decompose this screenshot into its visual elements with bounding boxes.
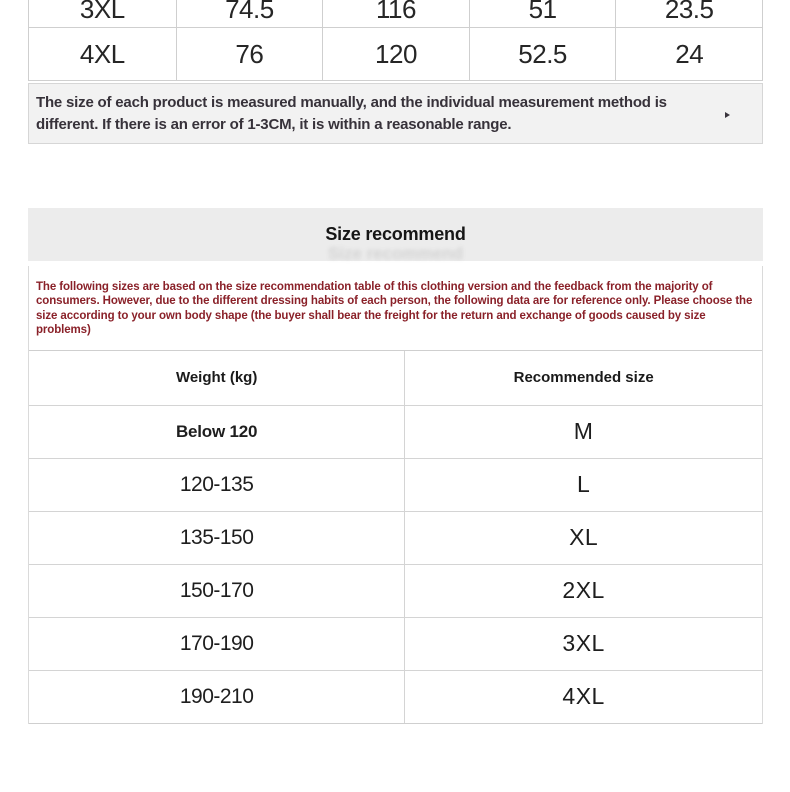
size-cell: 3XL xyxy=(404,617,762,670)
size-chart-table: 3XL 74.5 116 51 23.5 4XL 76 120 52.5 24 xyxy=(28,0,763,81)
weight-cell: 120-135 xyxy=(179,472,254,496)
size-recommend-disclaimer: The following sizes are based on the siz… xyxy=(36,281,753,337)
measurement-notice-text: The size of each product is measured man… xyxy=(36,93,667,133)
table-row: 150-170 2XL xyxy=(29,563,762,617)
table-row: Below 120 M xyxy=(29,404,762,458)
table-row: 190-210 4XL xyxy=(29,669,762,723)
size-chart-cell: 3XL xyxy=(79,0,125,24)
size-cell: L xyxy=(404,458,762,511)
size-recommend-title-shadow: Size recommend xyxy=(327,244,464,263)
measurement-notice: The size of each product is measured man… xyxy=(28,83,763,144)
weight-cell: 150-170 xyxy=(179,578,254,602)
table-header-weight: Weight (kg) xyxy=(175,369,258,387)
table-row: 135-150 XL xyxy=(29,510,762,564)
weight-cell: 170-190 xyxy=(179,631,254,655)
size-chart-cell: 74.5 xyxy=(175,0,323,27)
size-chart-cell: 51 xyxy=(468,0,616,27)
table-row: 170-190 3XL xyxy=(29,616,762,670)
size-chart-cell: 116 xyxy=(322,0,469,27)
size-chart-cell: 23.5 xyxy=(615,0,762,27)
size-chart-cell: 4XL xyxy=(79,38,125,69)
size-recommend-title: Size recommend xyxy=(325,224,466,244)
size-chart-row-3xl: 3XL 74.5 116 51 23.5 xyxy=(29,0,762,28)
table-header-row: Weight (kg) Recommended size xyxy=(29,350,762,405)
size-chart-cell: 76 xyxy=(175,28,323,80)
weight-cell: Below 120 xyxy=(175,421,258,441)
table-row: 120-135 L xyxy=(29,457,762,511)
size-chart-cell: 120 xyxy=(322,28,469,80)
arrow-right-icon xyxy=(725,112,730,118)
size-recommend-header: Size recommend Size recommend xyxy=(28,208,763,263)
weight-size-table: Weight (kg) Recommended size Below 120 M… xyxy=(29,349,762,724)
table-header-size: Recommended size xyxy=(404,350,762,405)
size-cell: M xyxy=(404,405,762,458)
weight-cell: 135-150 xyxy=(179,525,254,549)
size-chart-cell: 24 xyxy=(615,28,762,80)
size-cell: 4XL xyxy=(404,670,762,723)
size-cell: XL xyxy=(404,511,762,564)
size-recommend-body: The following sizes are based on the siz… xyxy=(28,266,763,724)
size-cell: 2XL xyxy=(404,564,762,617)
size-chart-cell: 52.5 xyxy=(468,28,616,80)
size-chart-row-4xl: 4XL 76 120 52.5 24 xyxy=(29,28,762,81)
weight-cell: 190-210 xyxy=(179,684,254,708)
product-size-section: 3XL 74.5 116 51 23.5 4XL 76 120 52.5 24 … xyxy=(28,0,763,724)
